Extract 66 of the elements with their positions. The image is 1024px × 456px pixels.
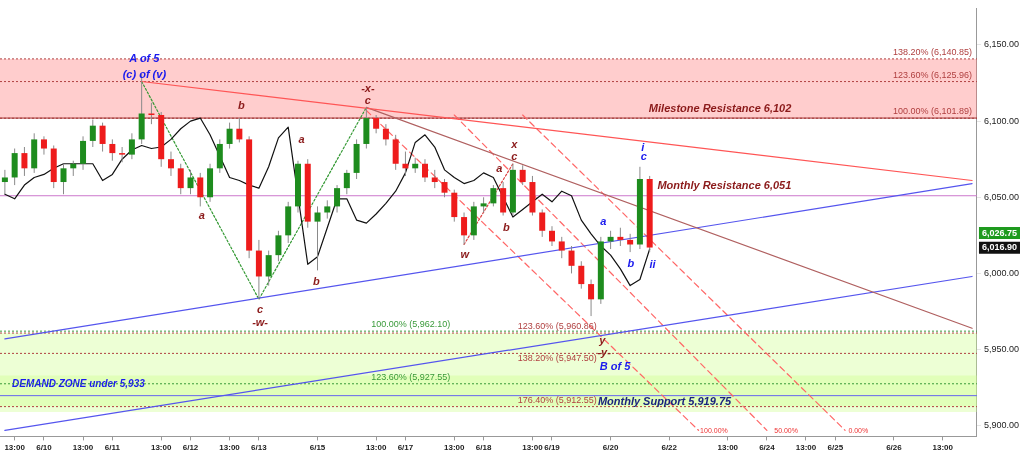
band-label: DEMAND ZONE under 5,933	[12, 378, 146, 390]
y-tick-label: 6,100.00	[983, 115, 1020, 126]
x-tick-label: 13:00	[522, 443, 544, 453]
ref-line-label: 123.60% (5,927.55)	[371, 371, 451, 382]
text: 6,026.75	[981, 227, 1018, 238]
x-tick-label: 13:00	[932, 443, 954, 453]
text: 6,016.90	[981, 242, 1018, 253]
annotation: A of 5	[128, 52, 161, 65]
x-tick-label: 13:00	[72, 443, 94, 453]
annotation: b	[237, 98, 245, 111]
annotation: a	[496, 161, 503, 174]
annotation: b	[502, 221, 510, 234]
x-tick-label: 6/10	[36, 443, 53, 453]
annotation: w	[460, 247, 471, 260]
x-tick-label: 6/25	[827, 443, 844, 453]
x-tick-label: 6/11	[104, 443, 121, 453]
annotation: -x-	[361, 82, 375, 95]
annotation: a	[298, 132, 305, 145]
ref-line-label: 100.00% (6,101.89)	[893, 106, 973, 117]
x-tick-label: 13:00	[150, 443, 172, 453]
x-tick-label: 6/19	[544, 443, 561, 453]
x-tick-label: 6/24	[759, 443, 776, 453]
annotation: (c) of (v)	[122, 67, 167, 80]
x-tick-label: 6/18	[475, 443, 492, 453]
x-tick-label: 6/26	[886, 443, 903, 453]
annotation: a	[198, 208, 205, 221]
annotation: c	[257, 302, 264, 315]
ref-line-label: 123.60% (5,960.86)	[517, 321, 597, 332]
x-tick-label: 6/17	[397, 443, 414, 453]
annotation: a	[600, 215, 607, 228]
annotation: ii	[649, 258, 657, 271]
annotation: y	[598, 334, 607, 347]
ref-line-label: Milestone Resistance 6,102	[648, 101, 792, 114]
ref-line-label: 123.60% (6,125.96)	[893, 69, 973, 80]
ref-line-label: 138.20% (6,140.85)	[893, 46, 973, 57]
x-tick-label: 13:00	[795, 443, 817, 453]
x-tick-label: 6/22	[661, 443, 678, 453]
ref-line-label: Monthly Support 5,919.75	[597, 395, 733, 408]
annotation: -w-	[252, 315, 269, 328]
x-tick-label: 6/15	[309, 443, 326, 453]
ref-line-label: 176.40% (5,912.55)	[517, 394, 597, 405]
ref-line-label: 138.20% (5,947.50)	[517, 353, 597, 364]
x-tick-label: 13:00	[4, 443, 26, 453]
annotation: b	[627, 257, 635, 270]
x-tick-label: 13:00	[444, 443, 466, 453]
y-tick-label: 6,050.00	[983, 191, 1020, 202]
y-tick-label: 6,000.00	[983, 267, 1020, 278]
y-tick-label: 5,900.00	[983, 420, 1020, 431]
annotation: c	[364, 93, 371, 106]
x-tick-label: 13:00	[365, 443, 387, 453]
x-tick-label: 6/12	[182, 443, 199, 453]
y-tick-label: 6,150.00	[983, 39, 1020, 50]
x-tick-label: 13:00	[717, 443, 739, 453]
y-tick-label: 5,950.00	[983, 344, 1020, 355]
annotation: b	[313, 274, 321, 287]
x-tick-label: 6/20	[602, 443, 619, 453]
annotation: x	[510, 137, 519, 150]
annotation: c	[511, 150, 518, 163]
annotation: -y-	[597, 345, 612, 358]
x-tick-label: 6/13	[251, 443, 268, 453]
annotation: B of 5	[599, 360, 632, 373]
ref-line-label: Monthly Resistance 6,051	[657, 179, 792, 192]
x-tick-label: 13:00	[219, 443, 241, 453]
annotation: i	[641, 140, 646, 153]
annotation: c	[640, 150, 647, 163]
ref-line-label: 100.00% (5,962.10)	[371, 319, 451, 330]
